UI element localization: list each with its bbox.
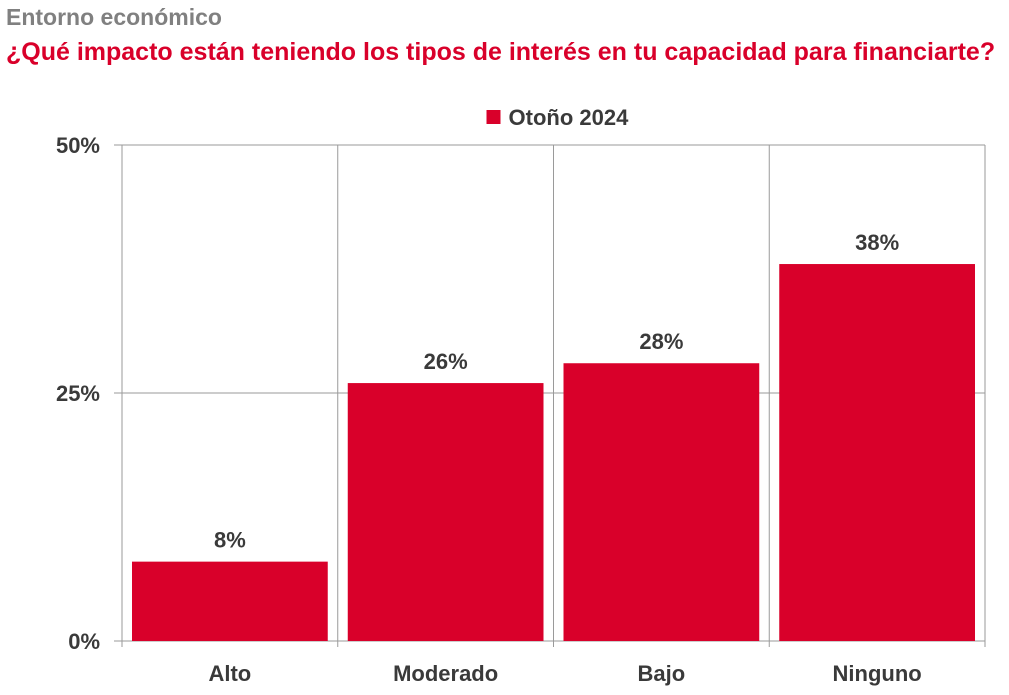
data-label: 8% bbox=[214, 528, 246, 553]
legend-label: Otoño 2024 bbox=[509, 105, 630, 130]
data-label: 26% bbox=[424, 349, 468, 374]
chart-title: ¿Qué impacto están teniendo los tipos de… bbox=[6, 38, 996, 66]
data-label: 28% bbox=[639, 329, 683, 354]
data-label: 38% bbox=[855, 230, 899, 255]
bar-alto bbox=[132, 561, 328, 641]
x-tick-label: Ninguno bbox=[833, 661, 922, 686]
section-kicker: Entorno económico bbox=[6, 4, 222, 30]
y-tick-label: 0% bbox=[68, 629, 100, 654]
bar-ninguno bbox=[779, 264, 975, 641]
x-tick-label: Alto bbox=[208, 661, 251, 686]
legend-swatch bbox=[486, 110, 501, 124]
y-tick-label: 50% bbox=[56, 133, 100, 158]
x-tick-label: Moderado bbox=[393, 661, 498, 686]
bar-bajo bbox=[563, 363, 760, 641]
bar-moderado bbox=[347, 383, 544, 641]
y-tick-label: 25% bbox=[56, 381, 100, 406]
x-tick-label: Bajo bbox=[638, 661, 686, 686]
